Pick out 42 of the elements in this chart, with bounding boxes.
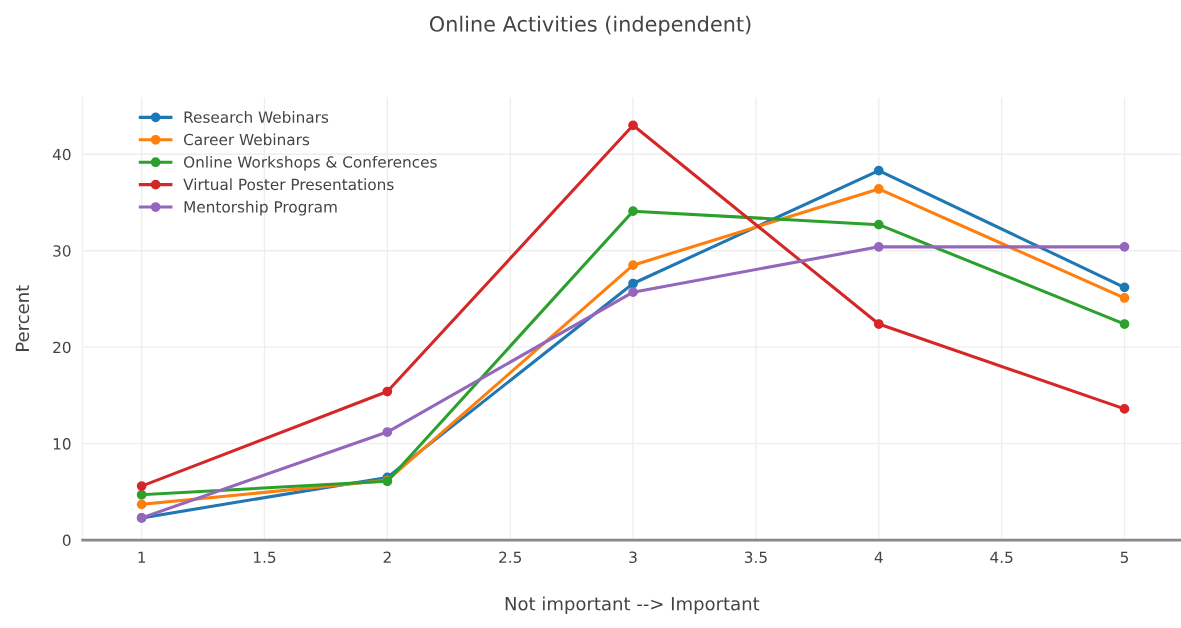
legend-label: Mentorship Program: [184, 200, 337, 216]
point: [873, 219, 884, 230]
point: [382, 427, 393, 437]
point: [136, 499, 147, 510]
y-axis-title: Percent: [15, 285, 30, 351]
point: [136, 489, 147, 500]
x-tick-label: 3: [629, 551, 637, 564]
point: [873, 184, 884, 194]
point: [873, 319, 884, 329]
chart-title: Online Activities (independent): [429, 15, 751, 36]
point: [1119, 319, 1130, 329]
y-tick-label: 20: [53, 341, 71, 354]
point: [628, 206, 638, 217]
point: [1119, 293, 1130, 303]
point: [628, 120, 638, 131]
x-tick-label: 2: [383, 551, 391, 563]
x-tick-label: 4.5: [990, 551, 1013, 564]
point: [1119, 282, 1130, 293]
point: [136, 481, 147, 491]
point: [628, 278, 638, 289]
x-tick-label: 2.5: [499, 551, 522, 564]
legend-label: Career Webinars: [183, 133, 310, 146]
y-tick-label: 10: [53, 438, 71, 450]
x-tick-label: 1: [138, 551, 146, 563]
legend-label: Virtual Poster Presentations: [183, 178, 394, 191]
y-tick-label: 0: [62, 534, 71, 547]
y-tick-label: 40: [52, 148, 71, 161]
point: [1119, 404, 1130, 414]
point: [873, 241, 884, 252]
point: [1119, 241, 1130, 252]
x-tick-label: 4: [874, 551, 883, 563]
point: [382, 386, 393, 397]
y-tick-label: 30: [53, 245, 71, 257]
x-tick-label: 1.5: [254, 551, 276, 564]
point: [628, 260, 638, 271]
x-tick-label: 3.5: [744, 551, 767, 564]
legend-label: Research Webinars: [184, 111, 329, 123]
point: [873, 165, 884, 176]
legend-label: Online Workshops & Conferences: [183, 155, 437, 171]
x-tick-label: 5: [1120, 551, 1129, 564]
point: [628, 287, 638, 298]
x-axis-title: Not important --> Important: [505, 596, 760, 615]
